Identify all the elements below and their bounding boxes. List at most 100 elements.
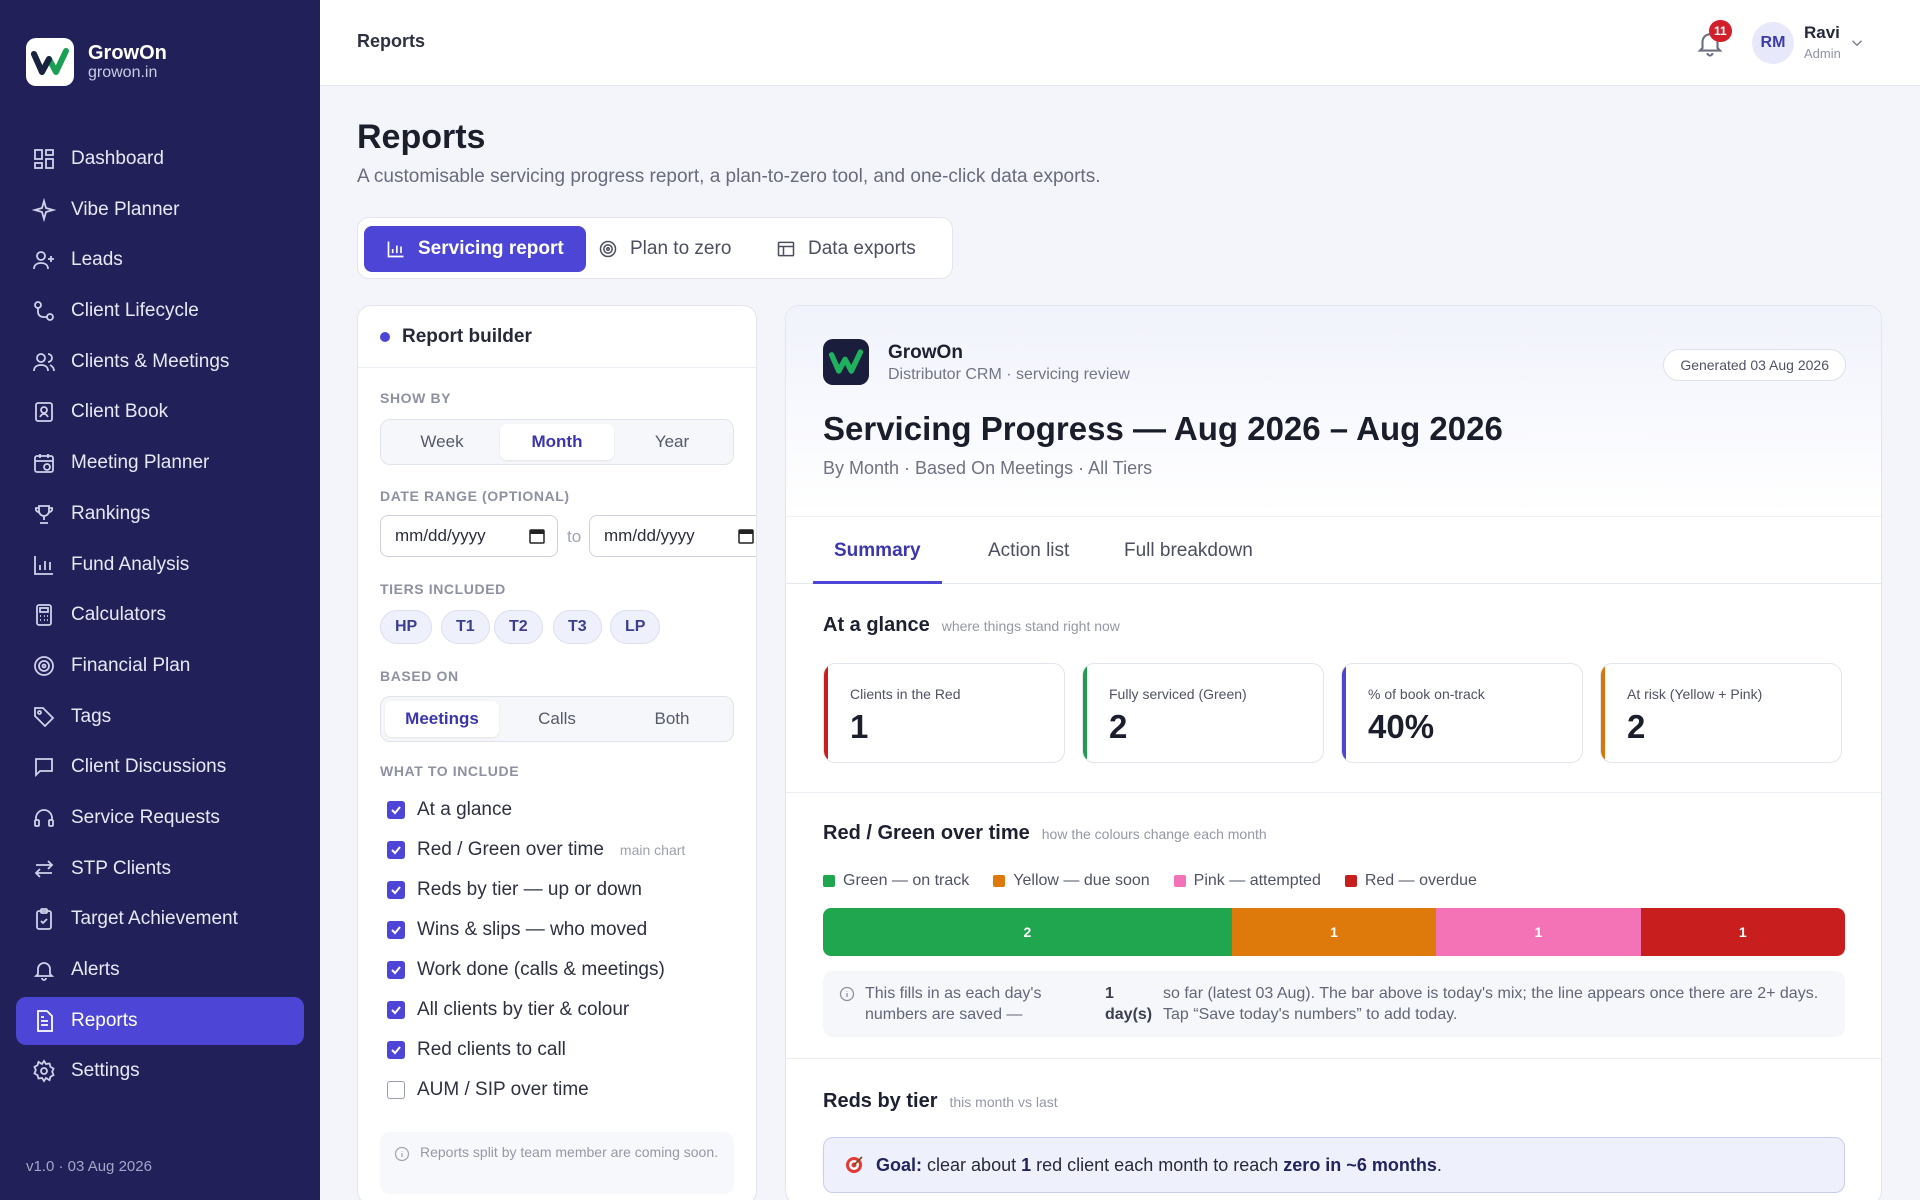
checkbox-checked-icon[interactable]	[387, 881, 405, 899]
tier-chip-t2[interactable]: T2	[494, 610, 543, 644]
sidebar-item-label: Clients & Meetings	[71, 350, 230, 372]
trophy-icon	[34, 504, 54, 524]
checkbox-label: Red / Green over time	[417, 839, 604, 860]
chevron-down-icon[interactable]	[1848, 34, 1866, 52]
brand[interactable]: GrowOn growon.in	[26, 38, 167, 86]
based-on-both[interactable]: Both	[654, 709, 690, 728]
sidebar-item-label: Settings	[71, 1060, 140, 1082]
checkbox-checked-icon[interactable]	[387, 1001, 405, 1019]
report-preview: GrowOn Distributor CRM · servicing revie…	[785, 305, 1882, 1200]
include-label: WHAT TO INCLUDE	[380, 763, 520, 779]
sparkle-icon	[32, 197, 56, 222]
tab-full-breakdown[interactable]: Full breakdown	[1124, 540, 1253, 561]
sidebar-item-fund-analysis[interactable]: Fund Analysis	[16, 541, 304, 589]
show-by-label: SHOW BY	[380, 390, 452, 406]
calendar-icon[interactable]	[529, 528, 545, 544]
show-by-month[interactable]: Month	[500, 424, 614, 460]
tab-data-exports[interactable]: Data exports	[754, 226, 938, 272]
date-from-input[interactable]: mm/dd/yyyy	[380, 515, 558, 557]
bar-chart-icon	[34, 555, 53, 575]
checkbox-checked-icon[interactable]	[387, 961, 405, 979]
stack-segment-red: 1	[1640, 908, 1845, 956]
section-title-text: At a glance	[823, 614, 930, 636]
tier-chip-hp[interactable]: HP	[380, 610, 433, 644]
user-name[interactable]: Ravi	[1804, 23, 1840, 42]
user-role: Admin	[1804, 46, 1841, 61]
sidebar-item-tags[interactable]: Tags	[16, 693, 304, 741]
include-work-done-checkbox[interactable]: Work done (calls & meetings)	[387, 956, 665, 984]
tier-chip-lp[interactable]: LP	[610, 610, 661, 644]
checkbox-checked-icon[interactable]	[387, 921, 405, 939]
stack-segment-pink: 1	[1436, 908, 1641, 956]
kpi-accent-bar	[1083, 664, 1087, 762]
sidebar-item-target-achievement[interactable]: Target Achievement	[16, 895, 304, 943]
goal-period: .	[1436, 1154, 1442, 1175]
goal-banner: Goal: clear about 1 red client each mont…	[823, 1137, 1845, 1193]
sidebar-item-calculators[interactable]: Calculators	[16, 591, 304, 639]
tab-servicing-report[interactable]: Servicing report	[364, 226, 586, 272]
avatar[interactable]: RM	[1752, 22, 1794, 64]
tier-chip-t3[interactable]: T3	[553, 610, 602, 644]
sidebar-item-leads[interactable]: Leads	[16, 236, 304, 284]
tier-chip-t1[interactable]: T1	[441, 610, 490, 644]
date-to-input[interactable]: mm/dd/yyyy	[589, 515, 756, 557]
show-by-week[interactable]: Week	[420, 432, 464, 451]
generated-badge: Generated 03 Aug 2026	[1663, 349, 1846, 381]
include-reds-by-tier-checkbox[interactable]: Reds by tier — up or down	[387, 876, 642, 904]
legend-swatch	[1173, 875, 1186, 887]
divider	[786, 1058, 1881, 1059]
sidebar-item-vibe-planner[interactable]: Vibe Planner	[16, 186, 304, 234]
main-chart-tag: main chart	[619, 842, 686, 858]
sidebar-item-client-discussions[interactable]: Client Discussions	[16, 743, 304, 791]
checkbox-checked-icon[interactable]	[387, 841, 405, 859]
growon-logo-icon	[823, 339, 869, 385]
growon-logo-icon	[26, 38, 74, 86]
report-tabs: Summary Action list Full breakdown	[786, 516, 1881, 584]
sidebar-item-label: Client Discussions	[71, 756, 227, 778]
sidebar: GrowOn growon.in Dashboard Vibe Planner …	[0, 0, 320, 1200]
app-version: v1.0 · 03 Aug 2026	[26, 1158, 152, 1175]
report-builder-header: Report builder	[358, 306, 756, 368]
sidebar-item-clients-meetings[interactable]: Clients & Meetings	[16, 338, 304, 386]
include-wins-slips-checkbox[interactable]: Wins & slips — who moved	[387, 916, 647, 944]
goal-target: zero in ~6 months	[1283, 1154, 1437, 1175]
include-at-a-glance-checkbox[interactable]: At a glance	[387, 796, 512, 824]
based-on-label: BASED ON	[380, 668, 459, 684]
sidebar-item-service-requests[interactable]: Service Requests	[16, 794, 304, 842]
sidebar-item-settings[interactable]: Settings	[16, 1047, 304, 1095]
bell-icon	[33, 962, 55, 981]
sidebar-item-financial-plan[interactable]: Financial Plan	[16, 642, 304, 690]
lifecycle-icon	[34, 301, 54, 321]
show-by-year[interactable]: Year	[654, 432, 690, 451]
tab-label: Servicing report	[418, 238, 564, 259]
kpi-accent-bar	[1601, 664, 1605, 762]
report-brand-sub: Distributor CRM · servicing review	[888, 366, 1130, 383]
based-on-meetings[interactable]: Meetings	[385, 701, 499, 737]
tab-summary[interactable]: Summary	[813, 517, 942, 584]
include-red-green-checkbox[interactable]: Red / Green over time main chart	[387, 836, 685, 864]
sidebar-item-alerts[interactable]: Alerts	[16, 946, 304, 994]
checkbox-checked-icon[interactable]	[387, 1041, 405, 1059]
sidebar-item-client-book[interactable]: Client Book	[16, 388, 304, 436]
sidebar-item-rankings[interactable]: Rankings	[16, 490, 304, 538]
sidebar-item-meeting-planner[interactable]: Meeting Planner	[16, 439, 304, 487]
date-from-value: mm/dd/yyyy	[395, 526, 486, 545]
checkbox-checked-icon[interactable]	[387, 801, 405, 819]
section-hint: how the colours change each month	[1041, 826, 1267, 842]
calendar-icon[interactable]	[738, 528, 754, 544]
include-red-clients-checkbox[interactable]: Red clients to call	[387, 1036, 566, 1064]
include-all-clients-checkbox[interactable]: All clients by tier & colour	[387, 996, 629, 1024]
tab-action-list[interactable]: Action list	[988, 540, 1070, 561]
tab-plan-to-zero[interactable]: Plan to zero	[576, 226, 753, 272]
info-days-count: 1 day(s)	[1105, 985, 1153, 1023]
section-title-text: Red / Green over time	[823, 822, 1030, 844]
based-on-calls[interactable]: Calls	[538, 709, 576, 728]
include-aum-sip-checkbox[interactable]: AUM / SIP over time	[387, 1076, 589, 1104]
sidebar-item-label: Rankings	[71, 502, 151, 524]
coming-soon-text: Reports split by team member are coming …	[420, 1144, 719, 1160]
checkbox-unchecked-icon[interactable]	[387, 1081, 405, 1099]
sidebar-item-stp-clients[interactable]: STP Clients	[16, 845, 304, 893]
sidebar-item-reports[interactable]: Reports	[16, 996, 304, 1045]
sidebar-item-dashboard[interactable]: Dashboard	[16, 135, 304, 183]
sidebar-item-client-lifecycle[interactable]: Client Lifecycle	[16, 287, 304, 335]
